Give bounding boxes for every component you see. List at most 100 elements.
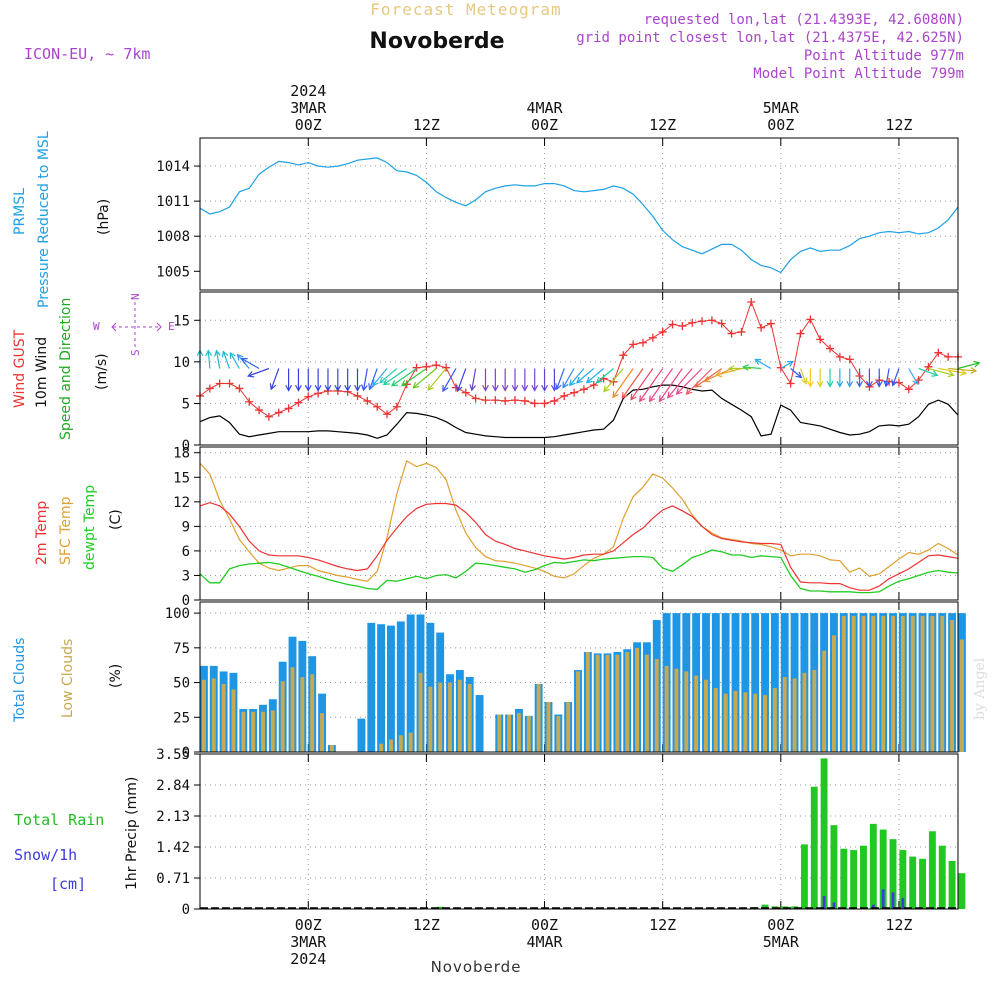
wind-arrow-shaft (686, 368, 713, 395)
wind-direction-arrow-56 (728, 365, 752, 372)
low-cloud-bar-52 (713, 688, 718, 752)
low-cloud-bar-24 (438, 682, 443, 752)
wind-direction-arrow-45 (621, 368, 644, 400)
wind-arrow-shaft (229, 352, 240, 369)
total-cloud-bar-55 (741, 613, 750, 752)
wind-arrow-shaft (908, 368, 919, 385)
gust-marker-75 (934, 348, 943, 357)
wind-arrow-head (846, 380, 854, 388)
total-cloud-bar-28 (475, 695, 484, 752)
gust-marker-25 (442, 363, 451, 372)
wind-arrow-head (947, 370, 955, 378)
wind-arrow-head (400, 380, 408, 387)
low-cloud-bar-23 (428, 686, 433, 752)
low-cloud-bar-32 (516, 713, 521, 752)
low-cloud-bar-53 (723, 693, 728, 752)
gust-marker-53 (717, 319, 726, 328)
low-cloud-bar-20 (398, 735, 403, 752)
compass-east: E (168, 320, 175, 333)
low-cloud-bar-7 (270, 710, 275, 752)
low-cloud-bar-72 (910, 615, 915, 752)
pressure-ytick-label-2: 1011 (156, 194, 190, 210)
total-cloud-bar-21 (406, 614, 415, 752)
wind-arrow-head (621, 391, 628, 400)
wind-direction-arrow-31 (501, 368, 509, 392)
snow-bar-63 (822, 895, 826, 909)
low-cloud-bar-71 (900, 615, 905, 752)
wind-arrow-head (875, 380, 883, 388)
wind-arrow-shaft (612, 368, 634, 398)
low-cloud-bar-59 (782, 677, 787, 752)
clouds-frame (199, 601, 959, 753)
wind-arrow-shaft (412, 368, 437, 389)
precip-unit: 1hr Precip (mm) (124, 777, 140, 890)
low-cloud-bar-12 (320, 713, 325, 752)
low-cloud-bar-43 (625, 652, 630, 752)
wind-arrow-head (214, 349, 221, 357)
gust-marker-63 (816, 335, 825, 344)
top-time-label-5-0: 12Z (885, 116, 912, 134)
clouds-ytick-label-3: 75 (173, 641, 190, 657)
total-cloud-bar-20 (396, 621, 405, 752)
low-cloud-bar-56 (753, 693, 758, 752)
bottom-time-label-3-0: 12Z (649, 916, 676, 934)
gust-marker-42 (609, 377, 618, 386)
rain-bar-61 (800, 844, 808, 909)
wind-arrow-shaft (928, 367, 954, 376)
wind-direction-arrow-29 (482, 368, 489, 392)
precip-label-1: Total Rain (14, 811, 104, 829)
rain-bar-62 (810, 786, 818, 909)
gust-marker-10 (294, 398, 303, 407)
low-cloud-bar-22 (418, 672, 423, 752)
low-cloud-bar-60 (792, 678, 797, 752)
low-cloud-bar-8 (280, 681, 285, 752)
wind-direction-arrow-23 (400, 368, 427, 387)
wind-arrow-shaft (215, 350, 221, 369)
wind-arrow-head (786, 360, 795, 367)
low-cloud-bar-41 (605, 654, 610, 752)
gust-marker-7 (264, 412, 273, 421)
footer-station: Novoberde (431, 958, 522, 976)
watermark: by Angel (972, 657, 988, 720)
wind-arrow-head (236, 353, 244, 361)
gridpoint-coords: grid point closest lon,lat (21.4375E, 42… (576, 30, 964, 46)
total-cloud-bar-56 (751, 613, 760, 752)
wind-direction-arrow-64 (826, 368, 834, 388)
wind-arrow-head (585, 376, 593, 384)
wind-arrow-shaft (649, 368, 674, 402)
wind-arrow-head (334, 384, 342, 392)
cloud-labels: Total Clouds Low Clouds (%) (12, 638, 124, 723)
gust-marker-35 (540, 399, 549, 408)
rain-bar-65 (840, 848, 848, 909)
wind-arrow-head (344, 384, 352, 392)
wind-direction-arrow-3 (221, 350, 231, 369)
wind-direction-arrow-69 (875, 368, 883, 388)
gust-marker-40 (589, 381, 598, 390)
wind-direction-arrow-75 (938, 367, 968, 376)
low-cloud-bar-25 (448, 682, 452, 752)
low-cloud-bar-69 (881, 615, 886, 752)
gust-marker-23 (422, 362, 431, 371)
low-cloud-bar-68 (871, 615, 876, 752)
top-time-label-4-1: 00Z (767, 116, 794, 134)
wind-direction-arrow-38 (562, 368, 575, 389)
gust-marker-29 (481, 396, 490, 405)
gust-marker-16 (353, 391, 362, 400)
compass-west: W (93, 320, 100, 333)
wind-direction-arrow-1 (205, 349, 213, 369)
gust-marker-65 (835, 352, 844, 361)
low-cloud-bar-64 (831, 635, 836, 752)
snow-bar-70 (891, 892, 895, 909)
wind-arrow-head (427, 383, 434, 391)
wind-arrow-shaft (667, 368, 693, 398)
wind-arrow-head (491, 384, 499, 392)
supertitle: Forecast Meteogram (370, 0, 561, 19)
gust-marker-17 (363, 396, 372, 405)
wind-direction-arrow-13 (324, 368, 332, 392)
low-cloud-bar-74 (930, 615, 935, 752)
wind-arrow-shaft (695, 368, 723, 388)
temp-ytick-label-1: 3 (182, 568, 190, 584)
wind-arrow-head (521, 384, 529, 392)
pressure-frame (199, 137, 959, 291)
wind-direction-arrow-25 (427, 368, 447, 391)
